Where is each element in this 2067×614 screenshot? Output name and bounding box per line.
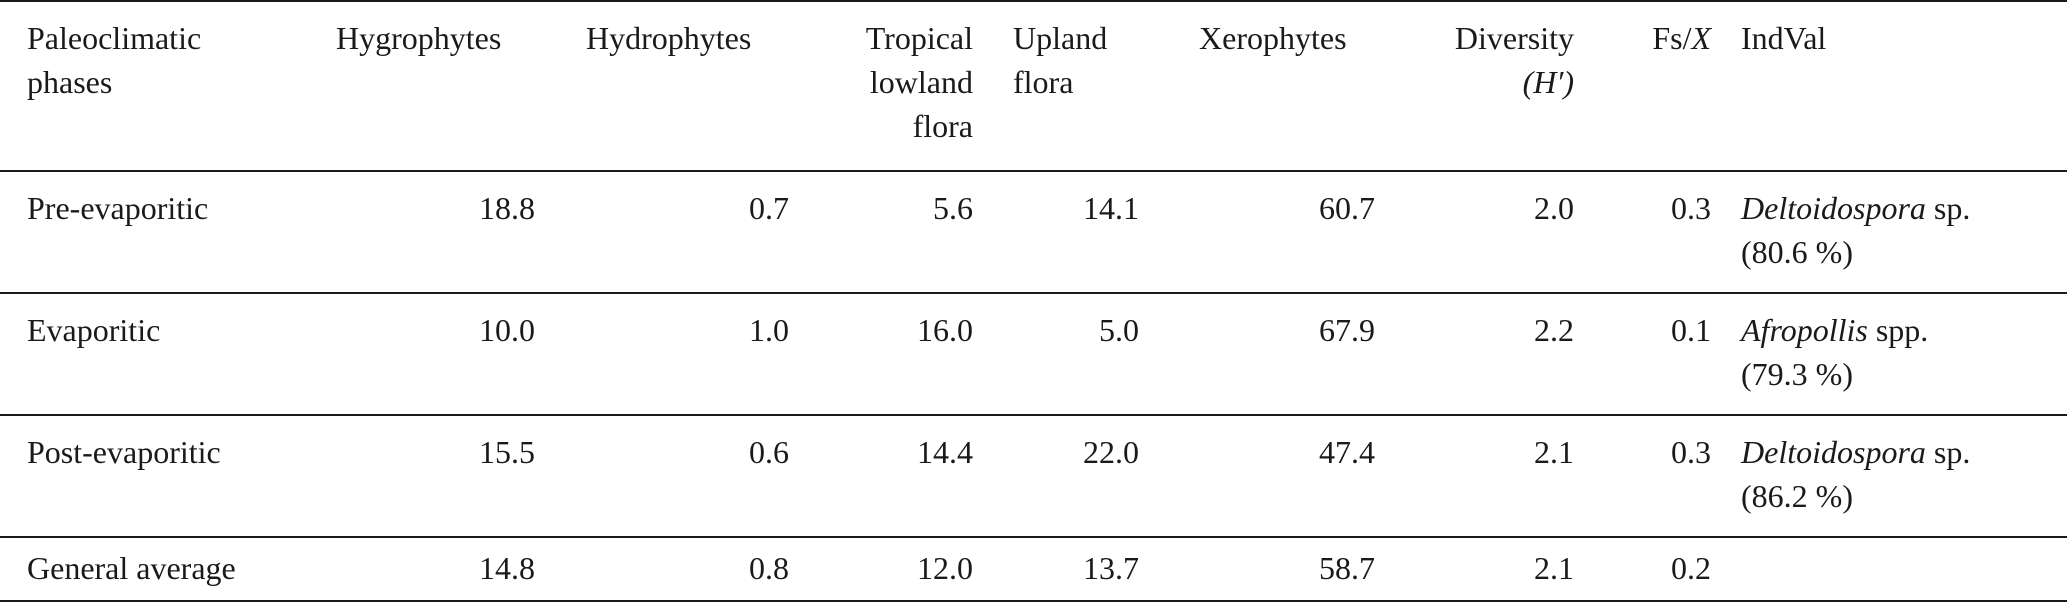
cell-xerophytes: 60.7 <box>1319 190 1375 226</box>
header-tropical: Tropical lowland flora <box>789 1 973 171</box>
cell-indval: Afropollis spp. (79.3 %) <box>1711 293 2067 415</box>
cell-phase: Pre-evaporitic <box>27 190 209 226</box>
header-diversity-line2: (H′) <box>1522 64 1574 100</box>
cell-indval: Deltoidospora sp. (86.2 %) <box>1711 415 2067 537</box>
cell-phase: General average <box>27 550 236 586</box>
header-phase-line1: Paleoclimatic <box>27 20 202 56</box>
cell-upland: 13.7 <box>1083 550 1139 586</box>
cell-diversity: 2.2 <box>1534 312 1574 348</box>
indval-taxon: Deltoidospora <box>1741 434 1926 470</box>
indval-percent: (79.3 %) <box>1741 356 1853 392</box>
indval-taxon: Deltoidospora <box>1741 190 1926 226</box>
indval-suffix: sp. <box>1925 434 1971 470</box>
header-hygrophytes: Hygrophytes <box>336 20 502 56</box>
table-row-average: General average 14.8 0.8 12.0 13.7 58.7 … <box>0 537 2067 601</box>
cell-tropical: 16.0 <box>917 312 973 348</box>
indval-suffix: spp. <box>1867 312 1929 348</box>
cell-hygrophytes: 10.0 <box>479 312 535 348</box>
cell-xerophytes: 47.4 <box>1319 434 1375 470</box>
cell-hygrophytes: 18.8 <box>479 190 535 226</box>
cell-fs: 0.3 <box>1671 190 1711 226</box>
cell-diversity: 2.1 <box>1534 550 1574 586</box>
header-upland-line1: Upland <box>1013 20 1108 56</box>
cell-hydrophytes: 0.6 <box>749 434 789 470</box>
header-fs-var: X <box>1691 20 1711 56</box>
header-tropical-line1: Tropical <box>865 20 973 56</box>
indval-taxon: Afropollis <box>1741 312 1868 348</box>
cell-phase: Post-evaporitic <box>27 434 221 470</box>
header-diversity: Diversity (H′) <box>1375 1 1574 171</box>
cell-upland: 5.0 <box>1099 312 1139 348</box>
cell-upland: 14.1 <box>1083 190 1139 226</box>
cell-tropical: 14.4 <box>917 434 973 470</box>
header-diversity-line1: Diversity <box>1454 20 1574 56</box>
table-row: Post-evaporitic 15.5 0.6 14.4 22.0 47.4 … <box>0 415 2067 537</box>
header-hydrophytes: Hydrophytes <box>586 20 752 56</box>
indval-percent: (86.2 %) <box>1741 478 1853 514</box>
cell-xerophytes: 67.9 <box>1319 312 1375 348</box>
header-tropical-line3: flora <box>912 108 973 144</box>
cell-hygrophytes: 15.5 <box>479 434 535 470</box>
cell-indval: Deltoidospora sp. (80.6 %) <box>1711 171 2067 293</box>
header-tropical-line2: lowland <box>869 64 973 100</box>
cell-hydrophytes: 1.0 <box>749 312 789 348</box>
cell-diversity: 2.0 <box>1534 190 1574 226</box>
cell-phase: Evaporitic <box>27 312 161 348</box>
cell-tropical: 12.0 <box>917 550 973 586</box>
table-row: Evaporitic 10.0 1.0 16.0 5.0 67.9 2.2 0.… <box>0 293 2067 415</box>
cell-hygrophytes: 14.8 <box>479 550 535 586</box>
table-row: Pre-evaporitic 18.8 0.7 5.6 14.1 60.7 2.… <box>0 171 2067 293</box>
cell-tropical: 5.6 <box>933 190 973 226</box>
cell-diversity: 2.1 <box>1534 434 1574 470</box>
cell-xerophytes: 58.7 <box>1319 550 1375 586</box>
header-fs: Fs/X <box>1574 1 1711 171</box>
indval-suffix: sp. <box>1925 190 1971 226</box>
header-xerophytes: Xerophytes <box>1199 20 1347 56</box>
cell-hydrophytes: 0.8 <box>749 550 789 586</box>
indval-percent: (80.6 %) <box>1741 234 1853 270</box>
header-upland-line2: flora <box>1013 64 1074 100</box>
cell-fs: 0.1 <box>1671 312 1711 348</box>
cell-indval <box>1711 537 2067 601</box>
cell-fs: 0.3 <box>1671 434 1711 470</box>
header-phase: Paleoclimatic phases <box>0 1 303 171</box>
header-fs-prefix: Fs/ <box>1652 20 1692 56</box>
header-phase-line2: phases <box>27 64 113 100</box>
cell-hydrophytes: 0.7 <box>749 190 789 226</box>
cell-fs: 0.2 <box>1671 550 1711 586</box>
header-upland: Upland flora <box>973 1 1139 171</box>
header-indval: IndVal <box>1741 20 1827 56</box>
cell-upland: 22.0 <box>1083 434 1139 470</box>
header-row: Paleoclimatic phases Hygrophytes Hydroph… <box>0 1 2067 171</box>
